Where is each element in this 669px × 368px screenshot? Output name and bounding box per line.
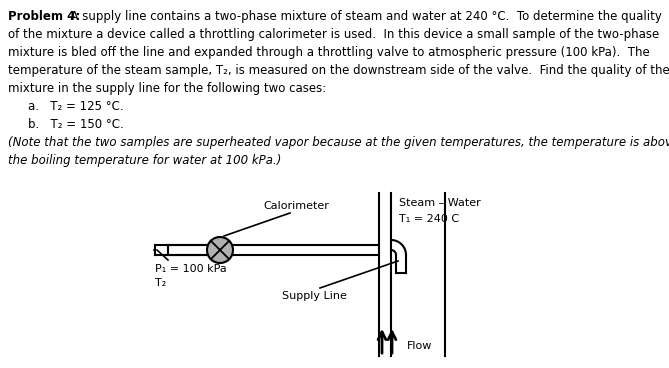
Text: a.   T₂ = 125 °C.: a. T₂ = 125 °C.	[28, 100, 124, 113]
Text: Supply Line: Supply Line	[282, 291, 347, 301]
Text: of the mixture a device called a throttling calorimeter is used.  In this device: of the mixture a device called a throttl…	[8, 28, 659, 41]
Text: mixture is bled off the line and expanded through a throttling valve to atmosphe: mixture is bled off the line and expande…	[8, 46, 650, 59]
Text: b.   T₂ = 150 °C.: b. T₂ = 150 °C.	[28, 118, 124, 131]
Text: T₂: T₂	[155, 278, 167, 288]
Text: (Note that the two samples are superheated vapor because at the given temperatur: (Note that the two samples are superheat…	[8, 136, 669, 149]
Text: Flow: Flow	[407, 341, 432, 351]
Text: Problem 4:: Problem 4:	[8, 10, 80, 23]
Text: Calorimeter: Calorimeter	[263, 201, 329, 211]
Text: the boiling temperature for water at 100 kPa.): the boiling temperature for water at 100…	[8, 154, 282, 167]
Text: mixture in the supply line for the following two cases:: mixture in the supply line for the follo…	[8, 82, 326, 95]
Circle shape	[207, 237, 233, 263]
Text: T₁ = 240 C: T₁ = 240 C	[399, 214, 459, 224]
Text: A supply line contains a two-phase mixture of steam and water at 240 °C.  To det: A supply line contains a two-phase mixtu…	[63, 10, 662, 23]
Text: temperature of the steam sample, T₂, is measured on the downstream side of the v: temperature of the steam sample, T₂, is …	[8, 64, 669, 77]
Text: Steam – Water: Steam – Water	[399, 198, 481, 208]
Text: P₁ = 100 kPa: P₁ = 100 kPa	[155, 264, 227, 274]
